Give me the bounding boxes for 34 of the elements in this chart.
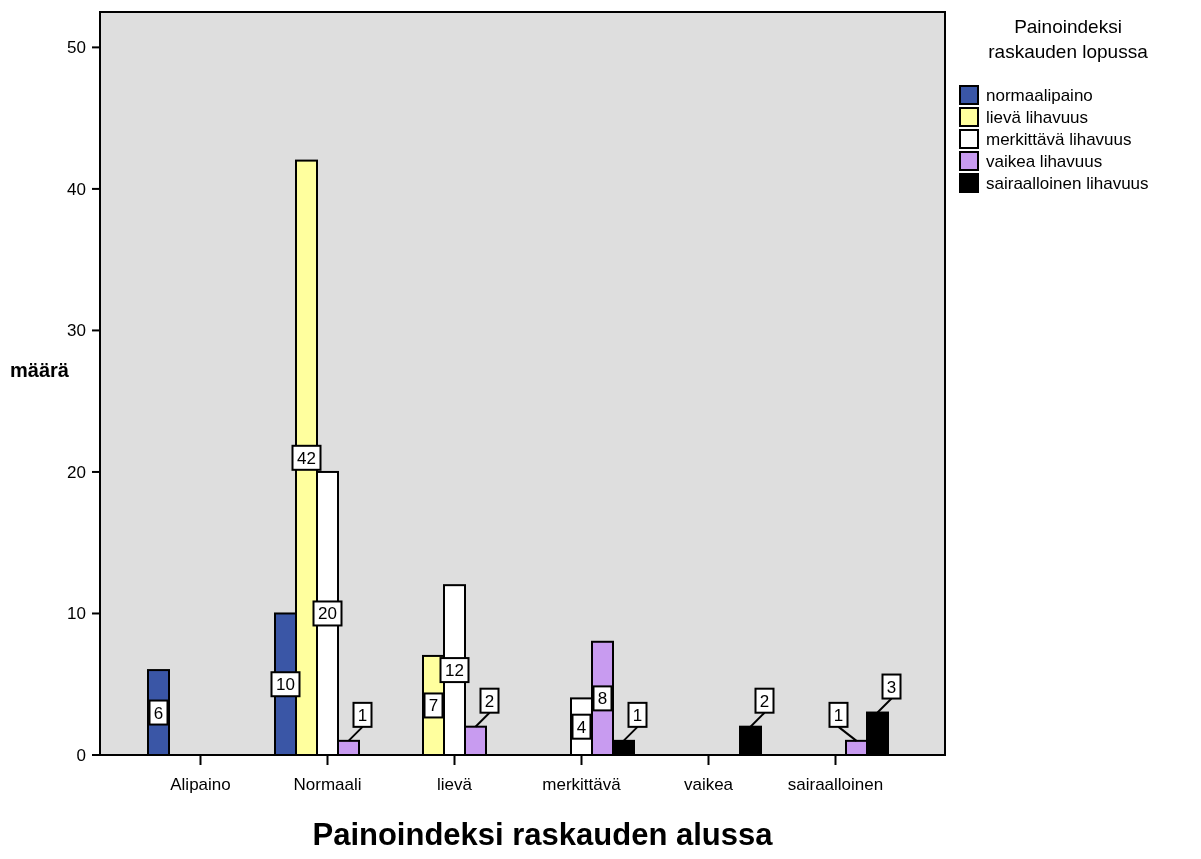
legend-label: vaikea lihavuus [986,152,1103,171]
data-label: 4 [576,717,587,737]
x-axis-title: Painoindeksi raskauden alussa [312,817,774,852]
data-label: 6 [153,703,164,723]
y-tick-label: 0 [76,746,86,765]
y-axis-title: määrä [10,359,70,381]
data-label: 20 [318,604,337,624]
legend-label: normaalipaino [986,86,1093,105]
data-label: 2 [484,691,495,711]
y-tick-label: 10 [67,604,86,624]
data-label: 3 [886,677,897,697]
data-label: 1 [632,705,643,725]
legend-label: sairaalloinen lihavuus [986,174,1149,193]
x-tick-label: merkittävä [542,775,622,794]
x-tick-label: Alipaino [170,775,231,794]
legend-label: lievä lihavuus [986,108,1089,127]
data-label: 7 [428,696,439,716]
y-tick-label: 50 [67,38,86,58]
x-tick-label: lievä [437,775,473,794]
data-label: 1 [357,705,368,725]
data-label: 42 [297,448,316,468]
data-label: 10 [276,675,295,695]
x-tick-label: sairaalloinen [787,775,884,794]
legend-label: merkittävä lihavuus [986,130,1132,149]
data-label: 8 [597,689,608,709]
y-tick-label: 20 [67,462,86,482]
data-label: 12 [445,661,464,681]
data-label: 2 [759,691,770,711]
x-tick-label: vaikea [683,775,734,794]
legend-title: Painoindeksi raskauden lopussa [988,16,1149,62]
x-tick-label: Normaali [293,775,362,794]
data-label: 1 [833,705,844,725]
y-tick-label: 40 [67,179,86,199]
y-tick-label: 30 [67,321,86,341]
